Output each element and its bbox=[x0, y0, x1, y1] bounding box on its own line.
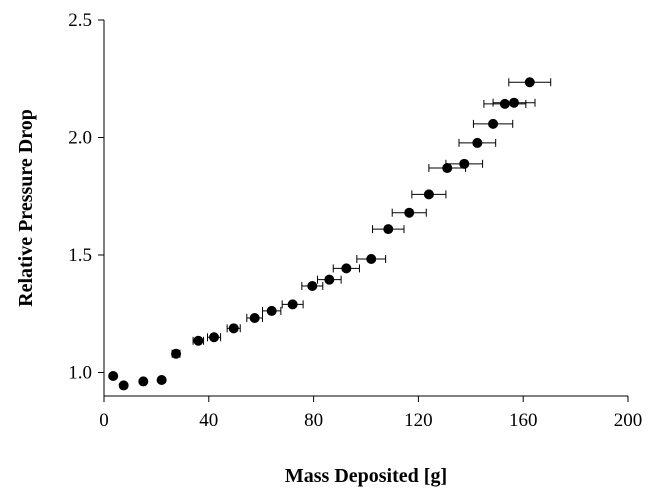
axes: 0 40 80 120 160 200 1.0 1.5 2.0 2.5 bbox=[68, 10, 642, 431]
data-point bbox=[209, 332, 220, 343]
x-tick-label: 200 bbox=[614, 410, 643, 431]
x-tick-label: 40 bbox=[199, 410, 218, 431]
data-point bbox=[108, 371, 119, 382]
data-point bbox=[249, 312, 260, 323]
data-point bbox=[341, 263, 352, 274]
data-point bbox=[171, 348, 182, 359]
data-point bbox=[472, 137, 483, 148]
data-point bbox=[442, 163, 453, 174]
data-point bbox=[509, 97, 520, 108]
data-point bbox=[193, 335, 204, 346]
y-tick-label: 1.5 bbox=[68, 245, 92, 266]
y-axis-title: Relative Pressure Drop bbox=[15, 109, 37, 307]
data-point bbox=[488, 118, 499, 129]
data-point bbox=[366, 253, 377, 264]
y-tick-label: 1.0 bbox=[68, 363, 92, 384]
x-tick-label: 80 bbox=[304, 410, 323, 431]
y-tick-label: 2.5 bbox=[68, 10, 92, 31]
data-point bbox=[307, 281, 318, 292]
x-axis-title: Mass Deposited [g] bbox=[285, 465, 447, 487]
y-tick-label: 2.0 bbox=[68, 128, 92, 149]
x-tick-label: 120 bbox=[404, 410, 433, 431]
data-point bbox=[423, 189, 434, 200]
data-point bbox=[383, 224, 394, 235]
data-point bbox=[228, 323, 239, 334]
data-point bbox=[324, 274, 335, 285]
data-point bbox=[118, 380, 129, 391]
data-point bbox=[138, 376, 149, 387]
data-point bbox=[524, 77, 535, 88]
data-point bbox=[459, 158, 470, 169]
data-point bbox=[266, 305, 277, 316]
data-point bbox=[404, 207, 415, 218]
data-points bbox=[108, 77, 552, 391]
data-point bbox=[156, 375, 167, 386]
data-point bbox=[287, 299, 298, 310]
x-tick-label: 160 bbox=[509, 410, 538, 431]
x-tick-label: 0 bbox=[99, 410, 109, 431]
data-point bbox=[499, 98, 510, 109]
